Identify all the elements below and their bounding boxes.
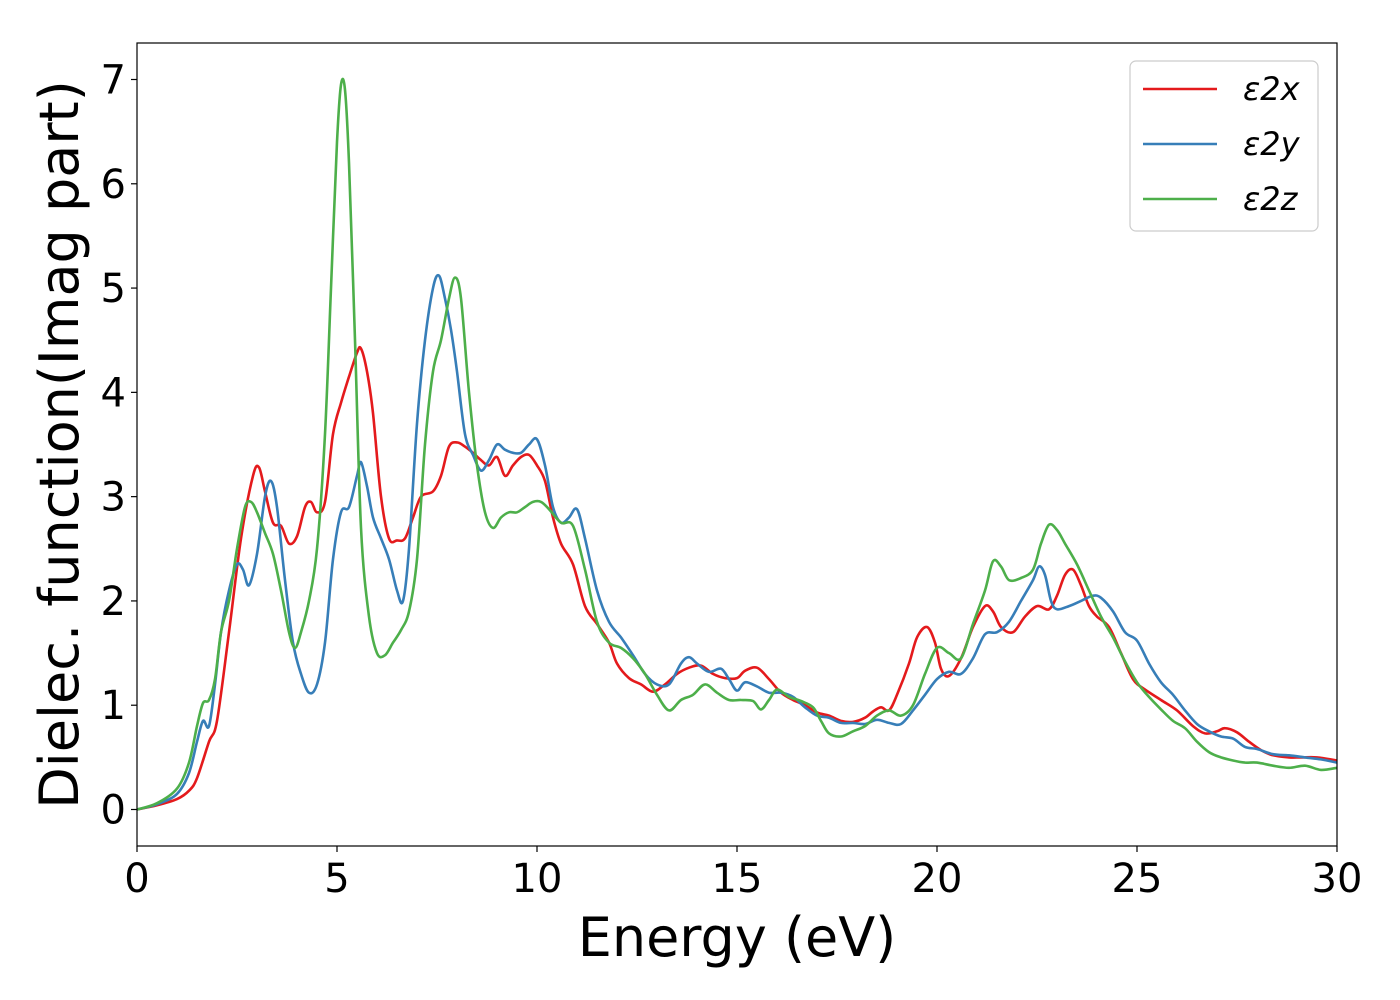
legend: ε2x ε2y ε2z bbox=[1129, 60, 1319, 232]
legend-label-3: ε2z bbox=[1243, 180, 1299, 218]
series-layer bbox=[136, 77, 1338, 811]
x-tick-label: 10 bbox=[512, 856, 563, 902]
y-tick-label: 2 bbox=[101, 579, 126, 625]
x-axis-title: Energy (eV) bbox=[578, 906, 897, 969]
y-axis: 0 1 2 3 4 5 6 7 bbox=[101, 58, 137, 834]
y-tick-label: 4 bbox=[101, 370, 126, 416]
y-tick-label: 3 bbox=[101, 475, 126, 521]
y-axis-title: Dielec. function(Imag part) bbox=[28, 80, 91, 809]
y-tick-label: 7 bbox=[101, 58, 126, 104]
legend-label-2: ε2y bbox=[1243, 125, 1301, 163]
x-tick-label: 15 bbox=[712, 856, 763, 902]
x-tick-label: 25 bbox=[1112, 856, 1163, 902]
x-axis: 0 5 10 15 20 25 30 bbox=[124, 846, 1362, 902]
x-tick-label: 30 bbox=[1312, 856, 1363, 902]
y-tick-label: 5 bbox=[101, 266, 126, 312]
x-tick-label: 0 bbox=[124, 856, 149, 902]
legend-box bbox=[1129, 60, 1319, 232]
x-tick-label: 20 bbox=[912, 856, 963, 902]
x-tick-label: 5 bbox=[324, 856, 349, 902]
series-line-3 bbox=[136, 77, 1338, 811]
y-tick-label: 0 bbox=[101, 788, 126, 834]
series-line-2 bbox=[136, 273, 1338, 811]
y-tick-label: 6 bbox=[101, 162, 126, 208]
legend-label-1: ε2x bbox=[1243, 70, 1301, 108]
y-tick-label: 1 bbox=[101, 683, 126, 729]
